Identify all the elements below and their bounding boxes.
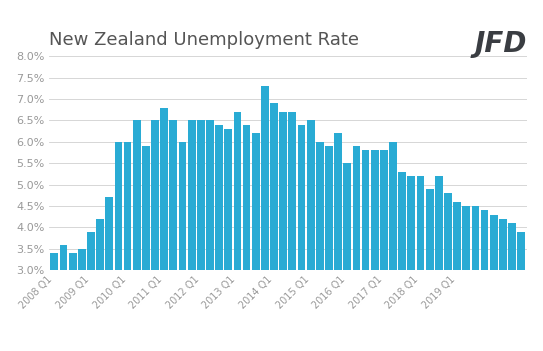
Bar xyxy=(160,107,168,351)
Bar xyxy=(78,249,86,351)
Bar xyxy=(115,142,122,351)
Bar xyxy=(233,112,241,351)
Bar xyxy=(224,129,232,351)
Bar xyxy=(151,120,159,351)
Bar xyxy=(407,176,415,351)
Bar xyxy=(352,146,361,351)
Bar xyxy=(197,120,205,351)
Bar xyxy=(435,176,443,351)
Bar xyxy=(362,150,369,351)
Bar xyxy=(105,198,113,351)
Bar xyxy=(87,232,95,351)
Bar xyxy=(307,120,314,351)
Bar xyxy=(508,223,516,351)
Bar xyxy=(188,120,195,351)
Bar xyxy=(316,142,324,351)
Bar xyxy=(380,150,388,351)
Bar xyxy=(399,172,406,351)
Bar xyxy=(243,125,250,351)
Bar xyxy=(288,112,296,351)
Bar xyxy=(124,142,131,351)
Bar xyxy=(215,125,223,351)
Bar xyxy=(463,206,470,351)
Bar xyxy=(142,146,150,351)
Bar xyxy=(50,253,58,351)
Bar xyxy=(179,142,186,351)
Bar xyxy=(471,206,479,351)
Bar xyxy=(261,86,269,351)
Bar xyxy=(69,253,77,351)
Bar xyxy=(96,219,104,351)
Bar xyxy=(499,219,507,351)
Bar xyxy=(416,176,425,351)
Bar xyxy=(206,120,214,351)
Text: JFD: JFD xyxy=(475,31,527,59)
Bar xyxy=(371,150,378,351)
Bar xyxy=(270,103,278,351)
Bar xyxy=(60,245,67,351)
Text: New Zealand Unemployment Rate: New Zealand Unemployment Rate xyxy=(49,31,359,49)
Bar xyxy=(133,120,141,351)
Bar xyxy=(444,193,452,351)
Bar xyxy=(426,189,433,351)
Bar xyxy=(517,232,525,351)
Bar xyxy=(169,120,177,351)
Bar xyxy=(481,210,489,351)
Bar xyxy=(279,112,287,351)
Bar xyxy=(334,133,342,351)
Bar xyxy=(298,125,305,351)
Bar xyxy=(453,202,461,351)
Bar xyxy=(252,133,260,351)
Bar xyxy=(325,146,333,351)
Bar xyxy=(343,163,351,351)
Bar xyxy=(389,142,397,351)
Bar xyxy=(490,214,497,351)
